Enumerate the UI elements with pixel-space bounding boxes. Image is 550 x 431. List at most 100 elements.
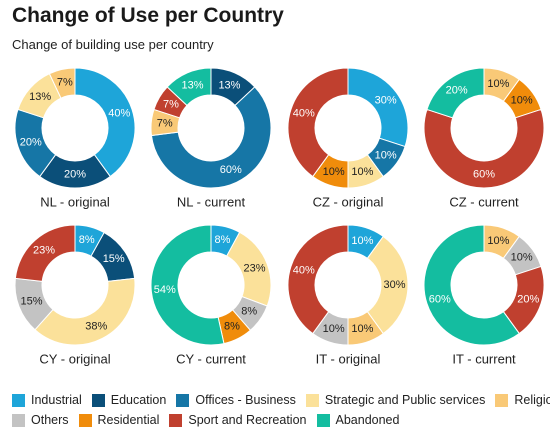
legend-label: Education (110, 393, 167, 407)
legend-swatch (12, 413, 25, 427)
donut-slice (150, 86, 272, 189)
legend-row: Industrial Education Offices - Business Str… (12, 390, 550, 410)
legend-item: Abandoned (316, 413, 400, 427)
slice-label: 10% (351, 235, 373, 247)
slice-label: 40% (293, 108, 315, 120)
slice-label: 15% (103, 253, 125, 265)
slice-label: 20% (20, 136, 42, 148)
chart-subtitle: Change of building use per country (12, 37, 214, 52)
legend-item: Strategic and Public services (305, 393, 486, 407)
donut-charts-grid: 40%20%20%13%7%NL - original13%60%7%7%13%… (14, 67, 545, 367)
donut-slice (426, 67, 485, 119)
donut-slice (423, 108, 545, 189)
legend: Industrial Education Offices - Business Str… (12, 390, 550, 430)
donut-chart: 13%60%7%7%13%NL - current (150, 67, 272, 210)
donut-chart: 10%10% 20% 60% IT - current (423, 224, 545, 367)
donut-chart: 40% 20% 20% 13% 7% NL - original (14, 67, 136, 210)
slice-label: 10% (323, 323, 345, 335)
donut-slice (287, 224, 349, 335)
slice-label: 8% (79, 234, 95, 246)
slice-label: 30% (383, 279, 405, 291)
slice-label: 20% (517, 293, 539, 305)
legend-label: Religious (514, 393, 550, 407)
slice-label: 10% (511, 95, 533, 107)
donut-slice (48, 67, 76, 99)
slice-label: 23% (244, 263, 266, 275)
slice-label: 60% (429, 293, 451, 305)
donut-chart: 8%23%8%8%54%CY - current (150, 224, 272, 367)
donut-slice (34, 277, 136, 346)
slice-label: 40% (108, 108, 130, 120)
legend-label: Offices - Business (195, 393, 296, 407)
legend-item: Others (12, 413, 69, 427)
slice-label: 13% (29, 91, 51, 103)
slice-label: 30% (375, 95, 397, 107)
slice-label: 8% (241, 306, 257, 318)
donut-slice (347, 67, 409, 148)
donut-chart: 30%10%10%10%40%CZ - original (287, 67, 409, 210)
slice-label: 38% (85, 320, 107, 332)
slice-label: 7% (163, 98, 179, 110)
slice-label: 10% (487, 235, 509, 247)
legend-swatch (169, 413, 183, 427)
slice-label: 23% (33, 244, 55, 256)
slice-label: 20% (64, 169, 86, 181)
slice-label: 10% (375, 149, 397, 161)
legend-label: Strategic and Public services (324, 393, 486, 407)
slice-label: 8% (224, 321, 240, 333)
chart-label: IT - current (452, 352, 516, 367)
slice-label: 7% (57, 77, 73, 89)
legend-item: Education (91, 393, 167, 407)
legend-item: Sport and Recreation (169, 413, 307, 427)
slice-label: 8% (214, 234, 230, 246)
slice-label: 40% (293, 265, 315, 277)
legend-swatch (12, 393, 25, 407)
legend-swatch (305, 393, 319, 407)
donut-chart: 10% 30% 10% 10% 40% IT - original (287, 224, 409, 367)
legend-label: Residential (97, 413, 160, 427)
slice-label: 10% (351, 323, 373, 335)
slice-label: 13% (182, 79, 204, 91)
slice-label: 60% (220, 164, 242, 176)
legend-label: Others (31, 413, 69, 427)
legend-swatch (91, 393, 105, 407)
chart-label: CY - original (39, 352, 110, 367)
slice-label: 10% (511, 252, 533, 264)
slice-label: 54% (154, 284, 176, 296)
legend-item: Religious (495, 393, 550, 407)
chart-label: CY - current (176, 352, 246, 367)
legend-item: Offices - Business (176, 393, 296, 407)
chart-label: CZ - original (313, 195, 384, 210)
slice-label: 60% (473, 169, 495, 181)
donut-slice (74, 67, 136, 178)
slice-label: 20% (446, 84, 468, 96)
legend-swatch (176, 393, 190, 407)
donut-slice (14, 224, 76, 282)
legend-item: Residential (78, 413, 160, 427)
chart-title: Change of Use per Country (12, 4, 284, 27)
legend-item: Industrial (12, 393, 82, 407)
legend-label: Industrial (31, 393, 82, 407)
legend-swatch (78, 413, 92, 427)
legend-swatch (316, 413, 330, 427)
chart-label: IT - original (316, 352, 381, 367)
donut-slice (150, 224, 225, 346)
slice-label: 10% (351, 166, 373, 178)
chart-label: NL - current (177, 195, 246, 210)
donut-slice (287, 67, 349, 178)
donut-chart: 10%10% 60% 20% CZ - current (423, 67, 545, 210)
donut-slice (366, 235, 409, 335)
donut-chart: 8% 15% 38% 15% 23% CY - original (14, 224, 136, 367)
legend-label: Abandoned (335, 413, 400, 427)
chart-label: NL - original (40, 195, 110, 210)
slice-label: 10% (487, 78, 509, 90)
chart-label: CZ - current (449, 195, 519, 210)
slice-label: 15% (21, 296, 43, 308)
slice-label: 13% (218, 79, 240, 91)
slice-label: 10% (323, 166, 345, 178)
legend-row: Others Residential Sport and Recreation Aba… (12, 410, 542, 430)
donut-slice (423, 224, 520, 346)
slice-label: 7% (157, 118, 173, 130)
legend-swatch (495, 393, 509, 407)
donut-slice (166, 67, 212, 107)
